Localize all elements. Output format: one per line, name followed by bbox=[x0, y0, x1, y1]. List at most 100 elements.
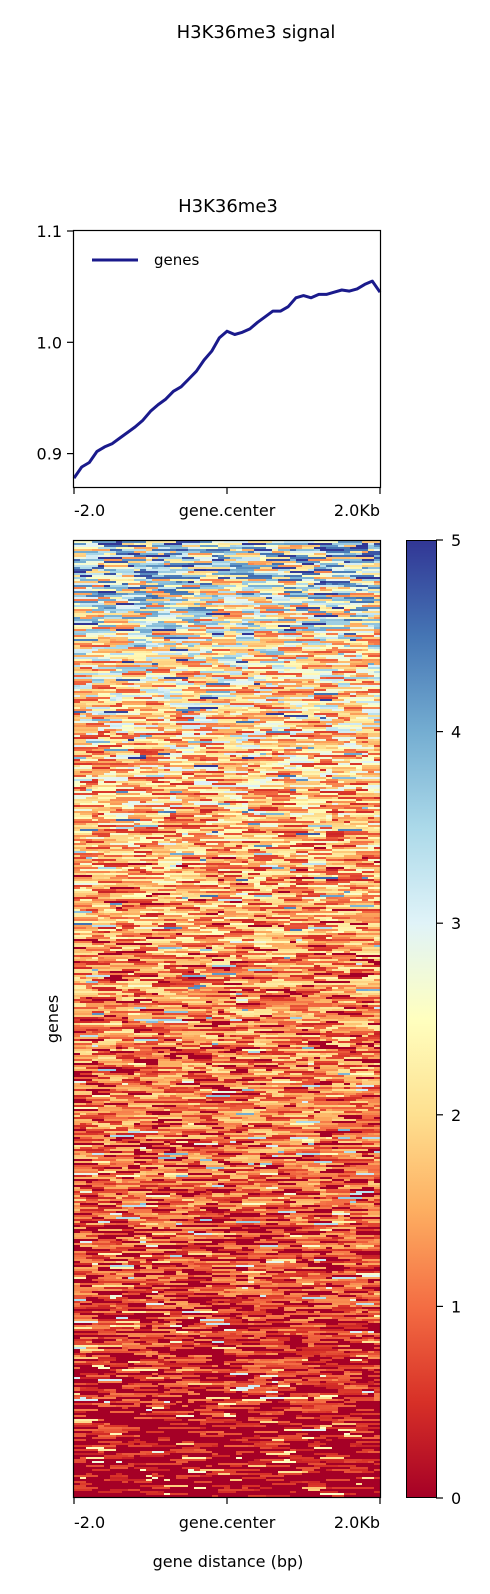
heatmap-cell bbox=[260, 909, 266, 911]
heatmap-cell bbox=[104, 957, 128, 959]
heatmap-cell bbox=[122, 725, 134, 727]
heatmap-cell bbox=[158, 891, 176, 893]
heatmap-cell bbox=[272, 753, 284, 755]
heatmap-cell bbox=[140, 1013, 146, 1015]
heatmap-cell bbox=[338, 875, 350, 877]
heatmap-cell bbox=[152, 881, 176, 883]
heatmap-cell bbox=[170, 893, 182, 895]
heatmap-cell bbox=[140, 691, 146, 693]
heatmap-cell bbox=[356, 791, 374, 793]
heatmap-cell bbox=[74, 839, 92, 841]
heatmap-cell bbox=[176, 881, 182, 883]
heatmap-cell bbox=[140, 695, 152, 697]
heatmap-cell bbox=[182, 771, 206, 773]
heatmap-cell bbox=[200, 959, 212, 961]
heatmap-cell bbox=[74, 743, 92, 745]
heatmap-cell bbox=[218, 617, 242, 619]
heatmap-cell bbox=[332, 595, 350, 597]
heatmap-cell bbox=[374, 747, 380, 749]
heatmap-cell bbox=[314, 731, 338, 733]
heatmap-cell bbox=[356, 669, 368, 671]
heatmap-cell bbox=[200, 735, 224, 737]
heatmap-cell bbox=[98, 929, 116, 931]
heatmap-cell bbox=[350, 577, 356, 579]
heatmap-cell bbox=[128, 853, 134, 855]
heatmap-cell bbox=[368, 877, 374, 879]
heatmap-cell bbox=[236, 607, 254, 609]
heatmap-cell bbox=[188, 959, 200, 961]
heatmap-cell bbox=[248, 871, 272, 873]
heatmap-cell bbox=[284, 857, 296, 859]
heatmap-cell bbox=[224, 699, 230, 701]
heatmap-cell bbox=[158, 947, 176, 949]
heatmap-cell bbox=[122, 953, 146, 955]
heatmap-cell bbox=[110, 913, 128, 915]
heatmap-cell bbox=[110, 843, 134, 845]
heatmap-cell bbox=[266, 559, 290, 561]
heatmap-cell bbox=[104, 733, 110, 735]
heatmap-cell bbox=[332, 757, 356, 759]
heatmap-cell bbox=[314, 925, 338, 927]
heatmap-cell bbox=[284, 757, 290, 759]
heatmap-cell bbox=[308, 541, 314, 543]
heatmap-cell bbox=[116, 793, 140, 795]
heatmap-cell bbox=[194, 923, 212, 925]
heatmap-cell bbox=[104, 841, 128, 843]
heatmap-cell bbox=[350, 979, 374, 981]
heatmap-cell bbox=[338, 967, 350, 969]
heatmap-cell bbox=[86, 595, 104, 597]
heatmap-cell bbox=[98, 695, 116, 697]
heatmap-cell bbox=[164, 879, 176, 881]
heatmap-cell bbox=[164, 953, 176, 955]
heatmap-cell bbox=[74, 929, 86, 931]
heatmap-cell bbox=[140, 881, 152, 883]
heatmap-cell bbox=[332, 797, 338, 799]
heatmap-cell bbox=[188, 787, 212, 789]
heatmap-cell bbox=[146, 755, 152, 757]
heatmap-cell bbox=[212, 709, 218, 711]
heatmap-cell bbox=[248, 791, 254, 793]
heatmap-cell bbox=[368, 991, 380, 993]
heatmap-cell bbox=[128, 777, 146, 779]
heatmap-cell bbox=[230, 777, 242, 779]
heatmap-cell bbox=[74, 817, 92, 819]
heatmap-cell bbox=[188, 831, 212, 833]
heatmap-cell bbox=[308, 943, 326, 945]
heatmap-cell bbox=[350, 995, 368, 997]
heatmap-cell bbox=[158, 653, 182, 655]
heatmap-cell bbox=[326, 941, 350, 943]
heatmap-cell bbox=[314, 829, 332, 831]
heatmap-cell bbox=[284, 645, 296, 647]
heatmap-cell bbox=[290, 881, 314, 883]
heatmap-cell bbox=[344, 709, 362, 711]
heatmap-cell bbox=[200, 805, 212, 807]
heatmap-cell bbox=[326, 575, 332, 577]
heatmap-cell bbox=[116, 819, 140, 821]
heatmap-cell bbox=[92, 757, 104, 759]
heatmap-cell bbox=[302, 929, 314, 931]
heatmap-cell bbox=[260, 783, 284, 785]
heatmap-cell bbox=[350, 881, 368, 883]
heatmap-cell bbox=[362, 741, 368, 743]
heatmap-cell bbox=[242, 829, 248, 831]
heatmap-cell bbox=[164, 995, 188, 997]
heatmap-cell bbox=[146, 733, 170, 735]
heatmap-cell bbox=[368, 1005, 380, 1007]
heatmap-cell bbox=[74, 903, 92, 905]
heatmap-cell bbox=[332, 957, 356, 959]
heatmap-cell bbox=[80, 863, 92, 865]
heatmap-cell bbox=[164, 967, 170, 969]
heatmap-cell bbox=[272, 709, 296, 711]
heatmap-cell bbox=[212, 615, 224, 617]
heatmap-cell bbox=[236, 623, 242, 625]
heatmap-cell bbox=[284, 987, 290, 989]
heatmap-cell bbox=[140, 609, 164, 611]
heatmap-cell bbox=[302, 907, 326, 909]
heatmap-cell bbox=[236, 757, 242, 759]
heatmap-cell bbox=[74, 1023, 80, 1025]
heatmap-cell bbox=[368, 617, 374, 619]
heatmap-cell bbox=[98, 981, 110, 983]
heatmap-cell bbox=[206, 601, 224, 603]
heatmap-cell bbox=[116, 575, 122, 577]
heatmap-cell bbox=[296, 789, 308, 791]
